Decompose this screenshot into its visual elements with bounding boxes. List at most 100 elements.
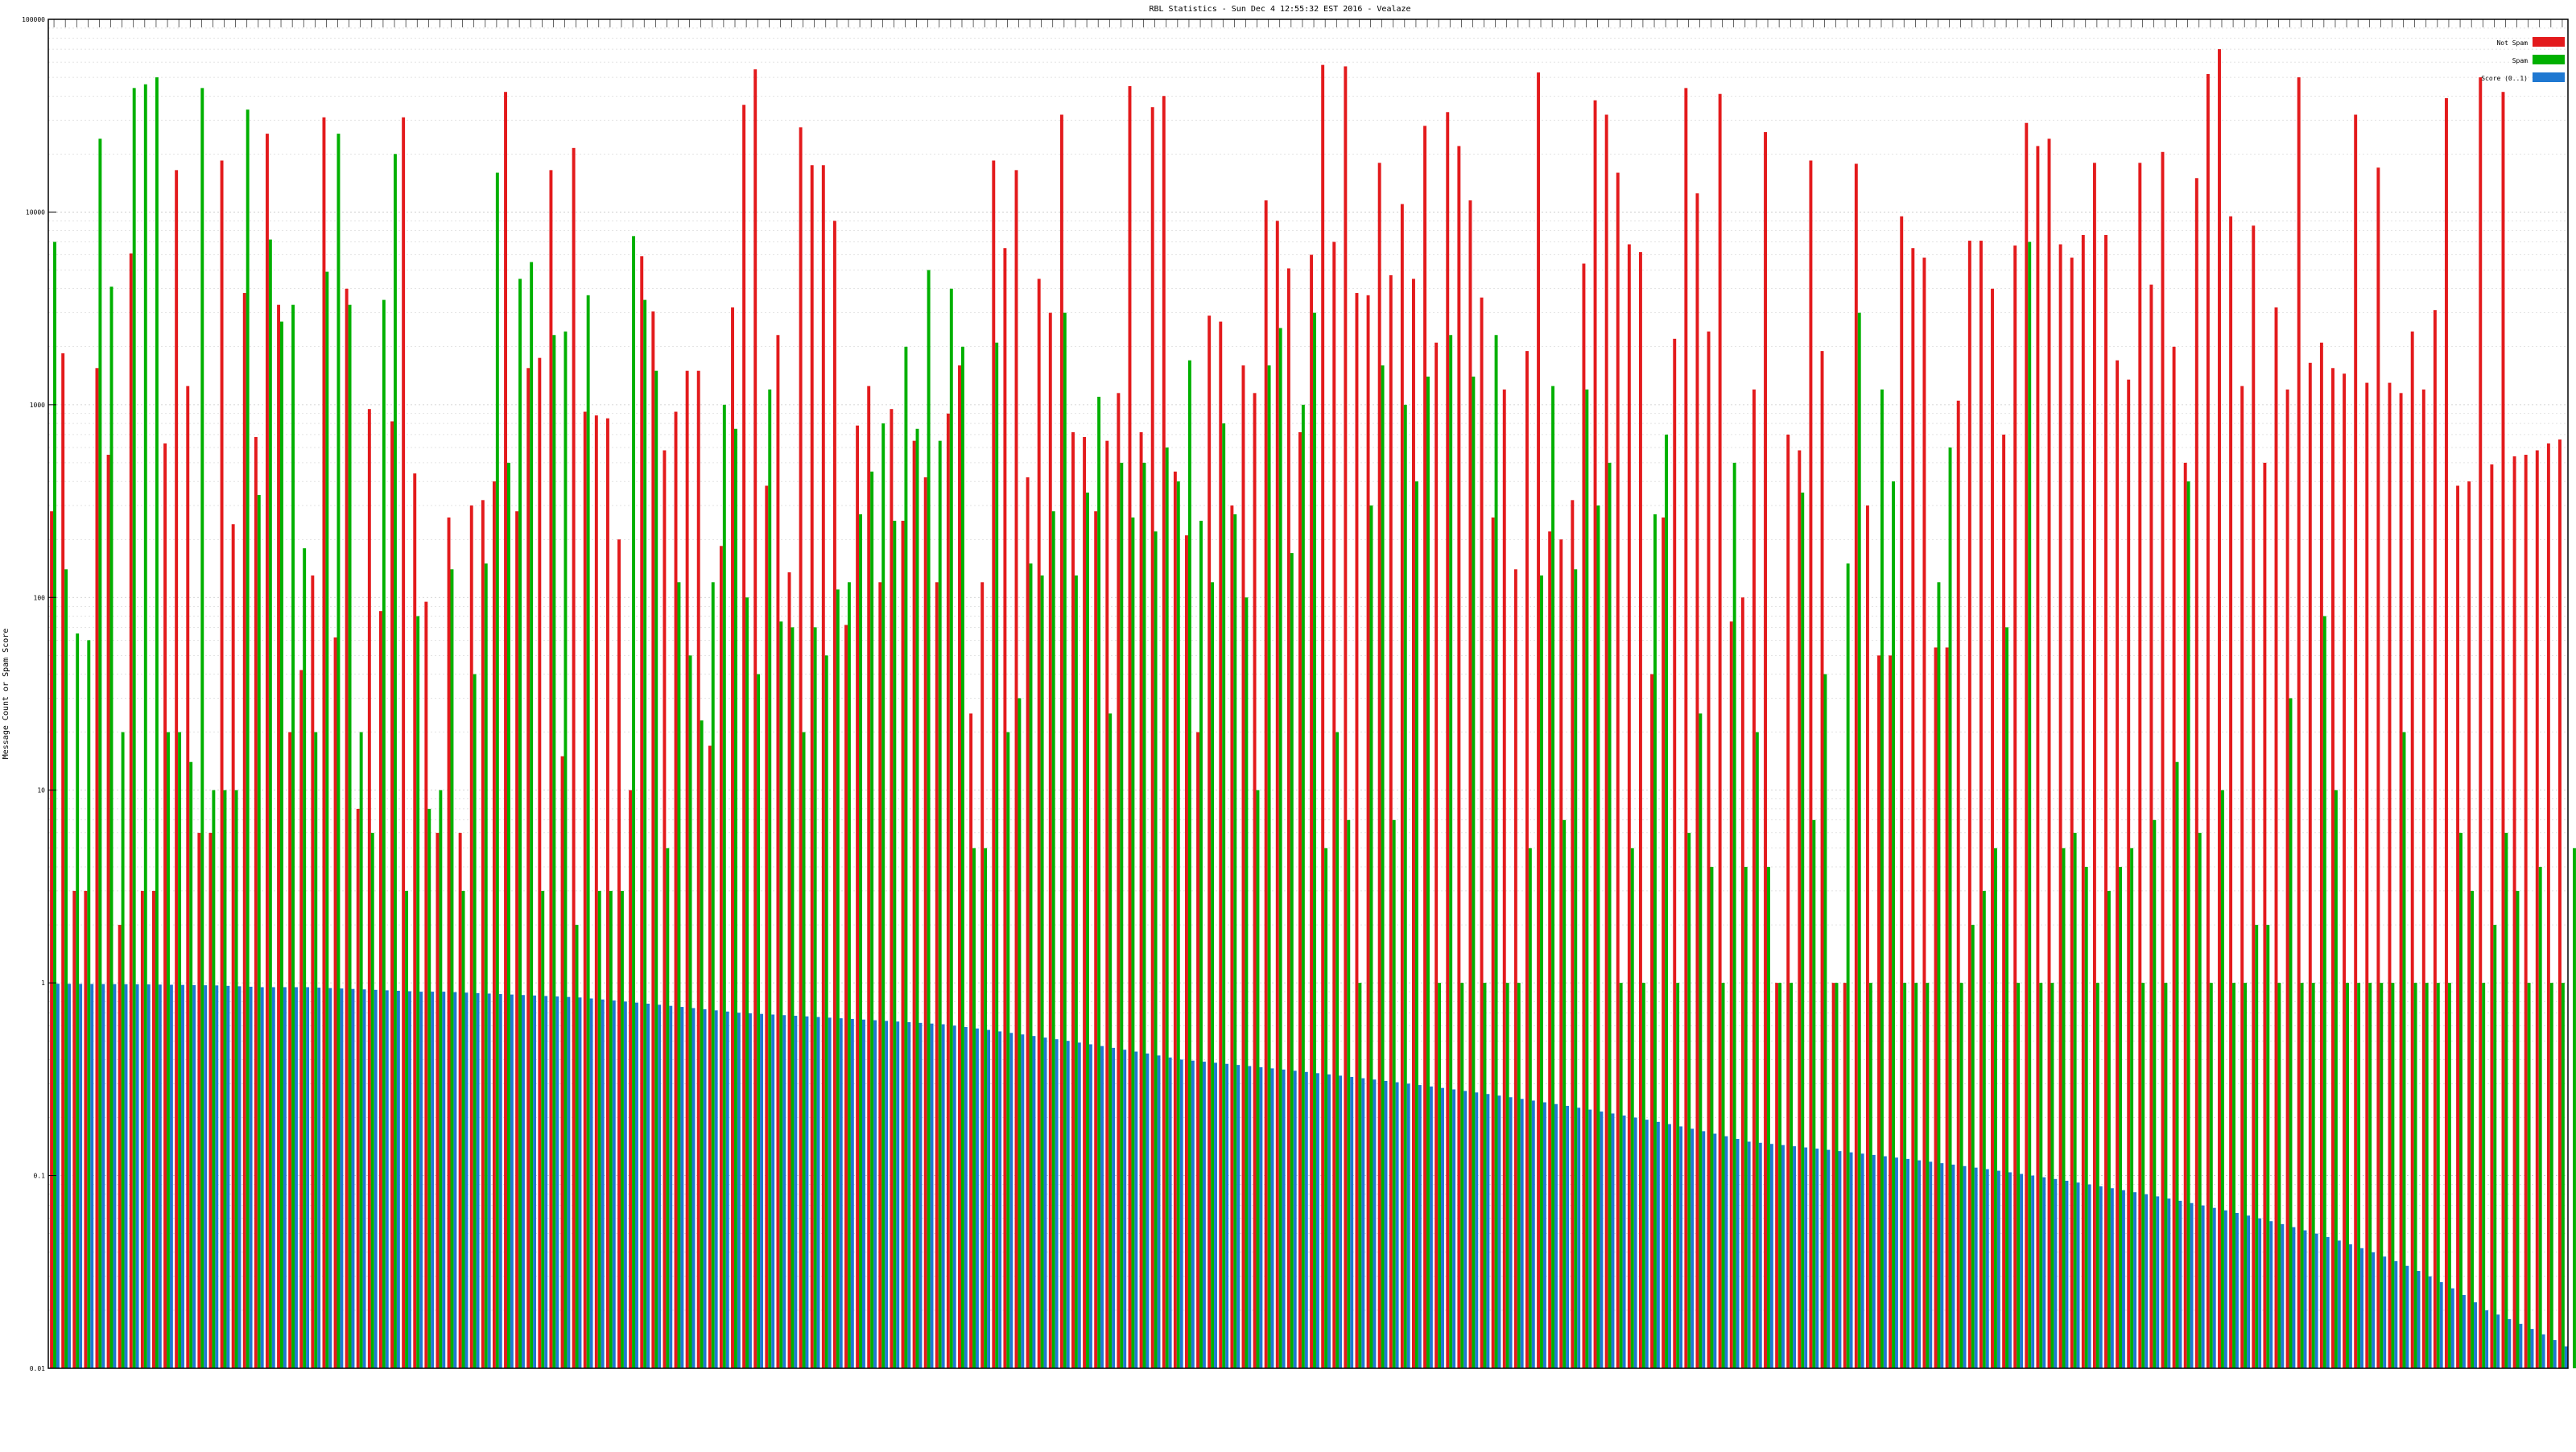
- bar: [1358, 983, 1361, 1368]
- bar: [1922, 258, 1926, 1368]
- bar: [794, 1016, 797, 1368]
- bar: [1469, 200, 1472, 1368]
- y-axis-label: Message Count or Spam Score: [2, 629, 10, 760]
- bar: [2213, 1208, 2216, 1368]
- bar: [2320, 343, 2323, 1368]
- bar: [632, 236, 635, 1368]
- bar: [181, 985, 184, 1368]
- bar: [235, 790, 238, 1368]
- bar: [2210, 983, 2213, 1368]
- bar: [1957, 401, 1960, 1368]
- bar: [2394, 1261, 2397, 1368]
- bar: [2266, 925, 2269, 1368]
- bar: [144, 85, 147, 1368]
- bar: [2485, 1310, 2488, 1368]
- bar: [2558, 439, 2562, 1368]
- bar: [1971, 925, 1975, 1368]
- bar: [1866, 505, 1869, 1368]
- bar: [1463, 1091, 1467, 1368]
- bar: [2573, 848, 2576, 1368]
- bar: [1361, 1079, 1364, 1368]
- bar: [118, 925, 122, 1368]
- bar: [1131, 518, 1134, 1368]
- bar: [541, 891, 544, 1368]
- bar: [893, 521, 896, 1368]
- bar: [686, 371, 689, 1368]
- bar: [708, 746, 712, 1368]
- bar: [408, 992, 411, 1368]
- bar: [96, 368, 99, 1368]
- bar: [1393, 820, 1396, 1368]
- bar: [2323, 616, 2326, 1368]
- y-tick-label: 0.1: [34, 1173, 46, 1180]
- bar: [1900, 217, 1903, 1368]
- bar: [2411, 332, 2414, 1368]
- bar: [881, 423, 885, 1368]
- bar: [2451, 1289, 2454, 1368]
- bar: [1608, 463, 1612, 1368]
- bar: [1259, 1067, 1262, 1368]
- bar: [1979, 241, 1983, 1368]
- bar: [1585, 390, 1588, 1368]
- bar: [1302, 405, 1305, 1368]
- bar: [1521, 1099, 1524, 1368]
- bar: [1495, 335, 1498, 1368]
- bar: [613, 1000, 616, 1368]
- bar: [1298, 432, 1302, 1368]
- bar: [1265, 200, 1268, 1368]
- bar: [2013, 245, 2017, 1368]
- bar: [250, 987, 253, 1368]
- bar: [280, 322, 283, 1368]
- bar: [2255, 925, 2258, 1368]
- bar: [2218, 49, 2221, 1368]
- bar: [1404, 405, 1407, 1368]
- bar: [624, 1001, 627, 1368]
- bar: [246, 109, 250, 1368]
- bar: [544, 996, 547, 1368]
- bar: [2002, 435, 2005, 1368]
- bar: [731, 307, 734, 1368]
- bar: [691, 1008, 695, 1368]
- legend-label: Spam: [2512, 57, 2528, 64]
- bar: [2093, 163, 2096, 1368]
- bar: [1177, 481, 1180, 1368]
- bar: [1373, 1079, 1376, 1368]
- bar: [848, 582, 851, 1368]
- bar: [1503, 390, 1506, 1368]
- bar: [862, 1020, 865, 1368]
- bar: [2536, 450, 2539, 1368]
- bar: [1645, 1120, 1649, 1368]
- bar: [1268, 365, 1271, 1368]
- bar: [1041, 575, 1044, 1368]
- bar: [419, 992, 423, 1368]
- bar: [254, 437, 258, 1368]
- bar: [1858, 313, 1861, 1368]
- bar: [779, 621, 782, 1368]
- bar: [1134, 1052, 1137, 1368]
- legend-label: Not Spam: [2496, 39, 2528, 47]
- bar: [1486, 1094, 1489, 1368]
- bar: [1872, 1155, 1876, 1368]
- bar: [2127, 380, 2130, 1368]
- bar: [1597, 505, 1600, 1368]
- bar: [1684, 88, 1687, 1368]
- bar: [1332, 242, 1335, 1368]
- bar: [2221, 790, 2224, 1368]
- bar: [791, 627, 794, 1368]
- bar: [1117, 393, 1120, 1368]
- bar: [1199, 521, 1203, 1368]
- bar: [567, 997, 570, 1368]
- bar: [1021, 1034, 1024, 1368]
- bar: [107, 455, 110, 1368]
- bar: [2315, 1234, 2318, 1368]
- bar: [2309, 363, 2312, 1368]
- bar: [1926, 983, 1929, 1368]
- bar: [2161, 152, 2165, 1368]
- bar: [1327, 1075, 1331, 1368]
- bar: [720, 546, 723, 1368]
- bar: [2343, 373, 2346, 1368]
- bar: [1154, 531, 1158, 1368]
- bar: [663, 450, 666, 1368]
- bar: [1492, 518, 1495, 1368]
